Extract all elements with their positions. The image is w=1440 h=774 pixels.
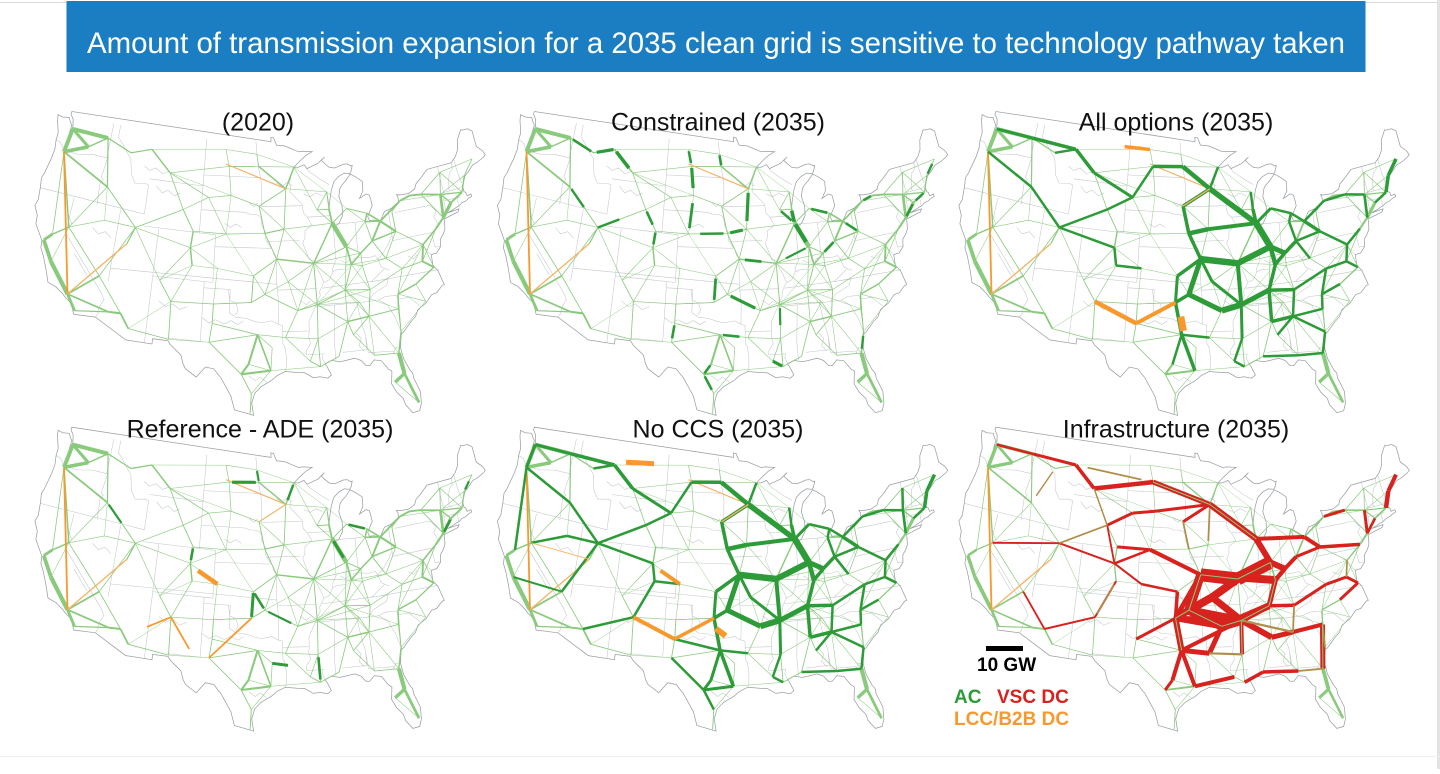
svg-text:LCC/B2B DC: LCC/B2B DC	[954, 709, 1069, 730]
svg-text:10 GW: 10 GW	[977, 655, 1036, 676]
svg-text:All options (2035): All options (2035)	[1079, 109, 1274, 137]
svg-text:Infrastructure (2035): Infrastructure (2035)	[1063, 416, 1290, 444]
svg-text:Reference - ADE (2035): Reference - ADE (2035)	[127, 416, 394, 444]
svg-text:Amount of transmission expansi: Amount of transmission expansion for a 2…	[87, 27, 1345, 60]
svg-text:No CCS (2035): No CCS (2035)	[633, 416, 804, 444]
svg-text:Constrained (2035): Constrained (2035)	[611, 109, 825, 137]
svg-text:(2020): (2020)	[222, 109, 294, 137]
svg-text:VSC DC: VSC DC	[997, 687, 1069, 708]
svg-text:AC: AC	[954, 687, 982, 708]
